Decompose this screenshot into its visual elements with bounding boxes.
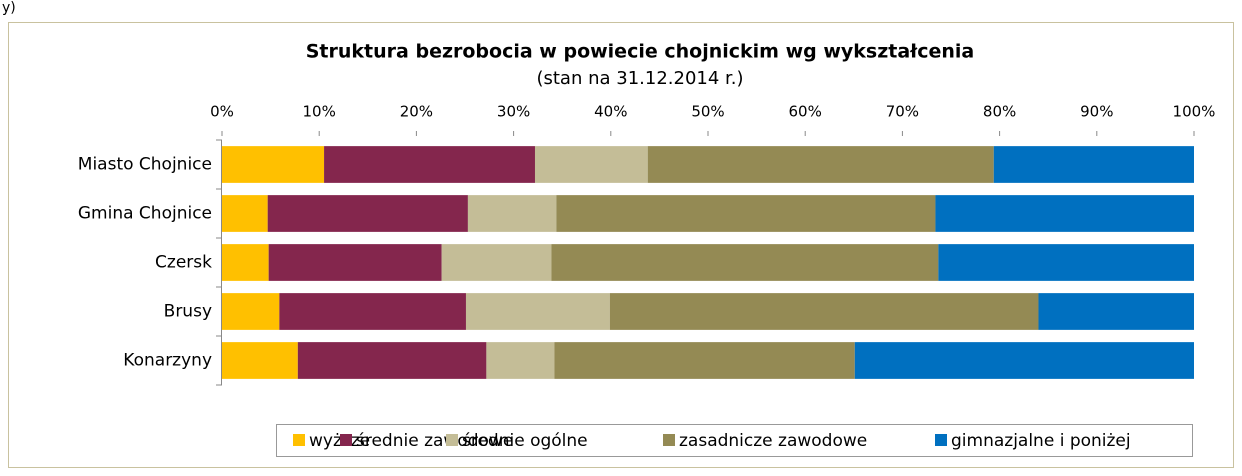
y-tick-label: Brusy bbox=[164, 302, 212, 322]
bar-segment bbox=[935, 195, 1194, 232]
bar-segment bbox=[938, 244, 1194, 281]
bar-segment bbox=[267, 195, 468, 232]
legend-swatch bbox=[446, 434, 458, 446]
legend-swatch bbox=[935, 434, 947, 446]
x-tick-label: 50% bbox=[691, 103, 724, 121]
bar-segment bbox=[1038, 293, 1194, 330]
bar-segment bbox=[441, 244, 552, 281]
bar-segment bbox=[534, 146, 648, 183]
y-tick-label: Gmina Chojnice bbox=[78, 204, 212, 224]
bar-segment bbox=[609, 293, 1039, 330]
x-tick-label: 40% bbox=[594, 103, 627, 121]
x-tick-label: 100% bbox=[1173, 103, 1216, 121]
bar-segment bbox=[222, 244, 269, 281]
bar-segment bbox=[486, 342, 555, 379]
legend-swatch bbox=[663, 434, 675, 446]
chart-subtitle: (stan na 31.12.2014 r.) bbox=[536, 68, 743, 89]
legend-swatch bbox=[340, 434, 352, 446]
bar-segment bbox=[551, 244, 939, 281]
legend-swatch bbox=[293, 434, 305, 446]
legend-frame bbox=[276, 424, 1193, 457]
x-tick-label: 80% bbox=[983, 103, 1016, 121]
bar-segment bbox=[554, 342, 855, 379]
y-tick-label: Czersk bbox=[155, 253, 212, 273]
bar-segment bbox=[993, 146, 1194, 183]
bar-segment bbox=[279, 293, 466, 330]
bar-segment bbox=[222, 293, 280, 330]
caption-fragment: y) bbox=[2, 0, 16, 16]
x-tick-label: 30% bbox=[497, 103, 530, 121]
legend-label: wyższe bbox=[309, 431, 370, 451]
bar-segment bbox=[647, 146, 994, 183]
x-tick-label: 10% bbox=[303, 103, 336, 121]
y-tick-label: Konarzyny bbox=[123, 351, 212, 371]
bar-segment bbox=[297, 342, 487, 379]
legend-label: gimnazjalne i poniżej bbox=[951, 431, 1131, 451]
x-tick-label: 0% bbox=[210, 103, 234, 121]
legend-label: średnie zawodowe bbox=[356, 431, 513, 451]
x-tick-label: 90% bbox=[1080, 103, 1113, 121]
bar-segment bbox=[854, 342, 1194, 379]
bar-segment bbox=[465, 293, 610, 330]
x-tick-label: 20% bbox=[400, 103, 433, 121]
bar-segment bbox=[222, 146, 325, 183]
legend-label: zasadnicze zawodowe bbox=[679, 431, 867, 451]
chart-title: Struktura bezrobocia w powiecie chojnick… bbox=[306, 41, 975, 63]
bar-segment bbox=[268, 244, 442, 281]
bar-segment bbox=[556, 195, 936, 232]
x-tick-label: 70% bbox=[886, 103, 919, 121]
bar-segment bbox=[222, 195, 268, 232]
y-tick-label: Miasto Chojnice bbox=[78, 155, 212, 175]
legend-label: średnie ogólne bbox=[462, 431, 588, 451]
bar-segment bbox=[222, 342, 298, 379]
x-tick-label: 60% bbox=[789, 103, 822, 121]
bar-segment bbox=[467, 195, 557, 232]
bar-segment bbox=[324, 146, 535, 183]
